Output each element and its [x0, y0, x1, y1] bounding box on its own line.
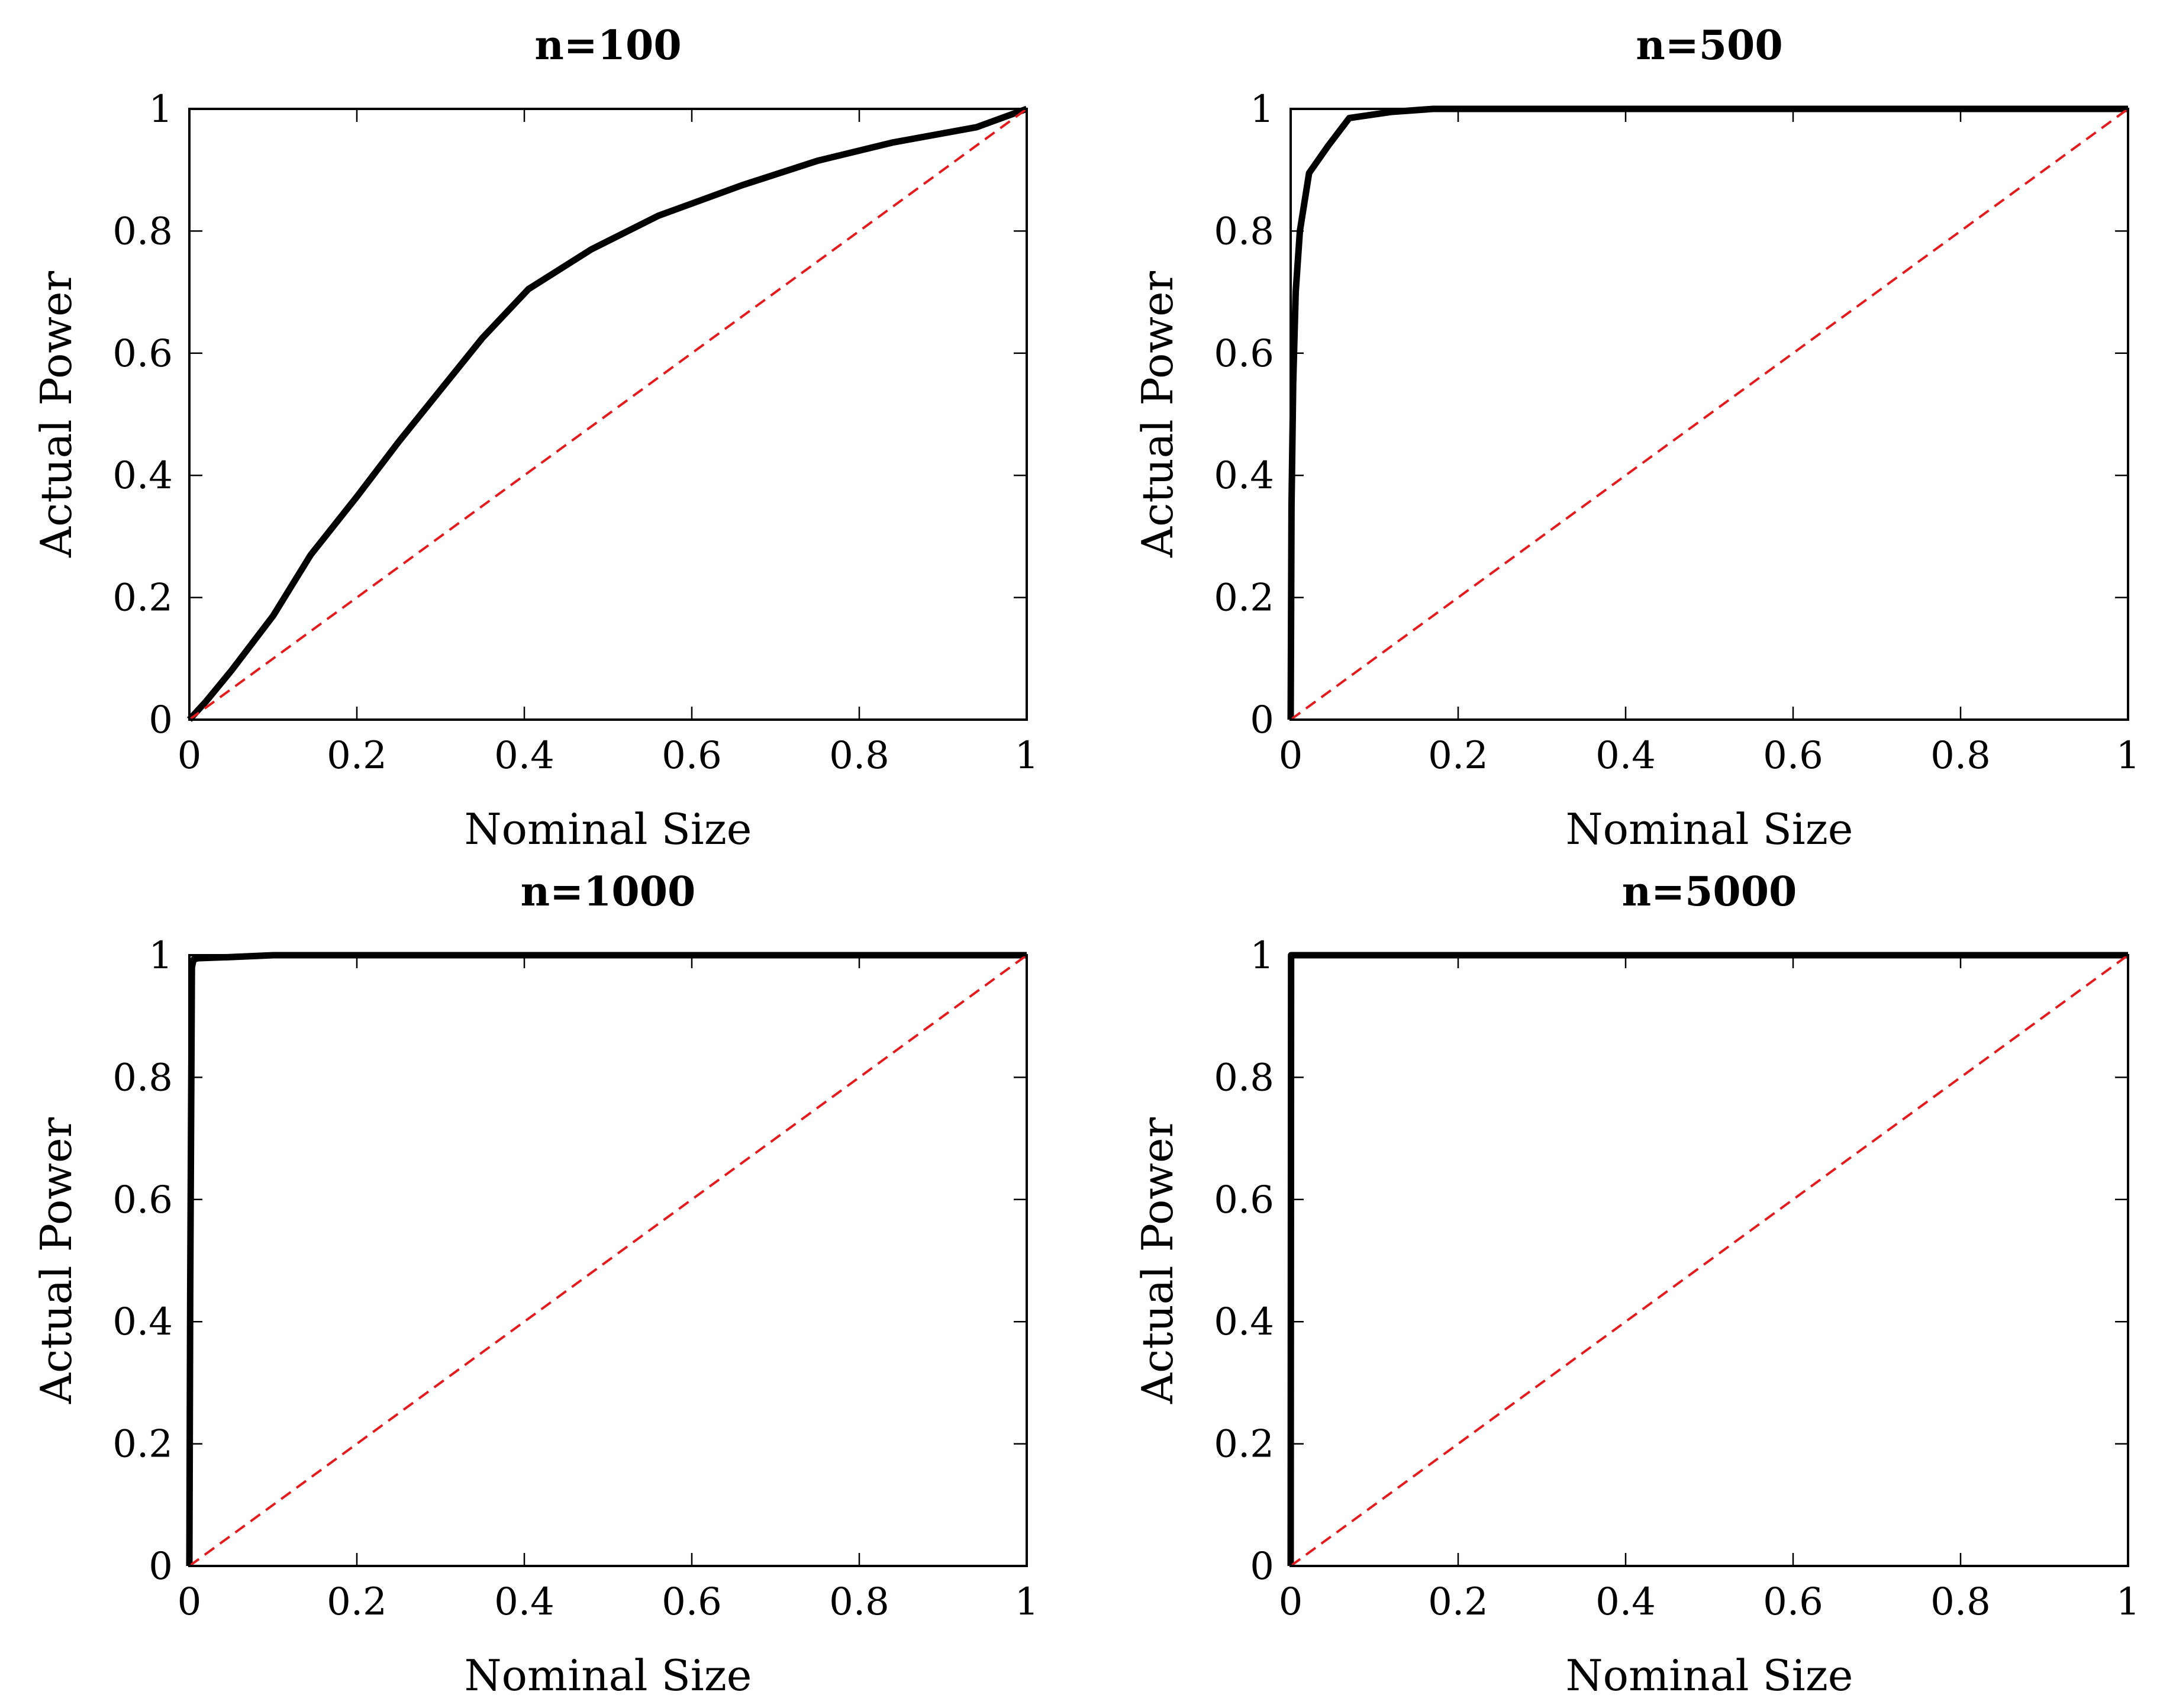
- x-tick-label: 0.8: [829, 734, 889, 778]
- x-tick-label: 0.6: [662, 1580, 722, 1624]
- x-tick-label: 0.6: [1763, 734, 1823, 778]
- y-axis-label: Actual Power: [31, 270, 81, 558]
- y-tick-label: 0: [1250, 1545, 1274, 1588]
- y-tick-label: 1: [1250, 934, 1274, 978]
- reference-line: [1291, 109, 2128, 720]
- chart-panel-1: n=100 0 0.2 0.4 0.6 0.8 1 0 0.2 0.4 0.6 0.8 1 Nominal…: [31, 22, 1039, 854]
- x-tick-label: 0.6: [662, 734, 722, 778]
- chart-title: n=500: [1636, 22, 1782, 69]
- x-tick-label: 0: [1279, 734, 1303, 778]
- chart-title: n=1000: [521, 868, 696, 916]
- chart-title: n=5000: [1622, 868, 1797, 916]
- x-axis-label: Nominal Size: [465, 804, 752, 854]
- x-tick-label: 0.6: [1763, 1580, 1823, 1624]
- x-tick-label: 0.8: [1930, 1580, 1991, 1624]
- y-tick-label: 0.2: [112, 1423, 173, 1467]
- y-tick-label: 1: [149, 88, 173, 131]
- x-tick-label: 0.2: [1428, 1580, 1488, 1624]
- x-tick-label: 1: [2116, 734, 2140, 778]
- y-tick-label: 1: [149, 934, 173, 978]
- y-tick-label: 0.2: [1214, 1423, 1274, 1467]
- plot-frame: [1289, 954, 2129, 1567]
- x-axis-label: Nominal Size: [465, 1651, 752, 1700]
- x-tick-label: 0: [178, 1580, 202, 1624]
- y-axis-label: Actual Power: [1133, 1117, 1182, 1404]
- y-tick-label: 0.8: [112, 1056, 173, 1100]
- y-tick-label: 0.4: [112, 454, 173, 498]
- y-tick-label: 0.2: [1214, 576, 1274, 620]
- x-tick-label: 0.2: [327, 1580, 387, 1624]
- chart-panel-3: n=1000 0 0.2 0.4 0.6 0.8 1 0 0.2 0.4 0.6 0.8 1 Nomina…: [31, 868, 1039, 1700]
- reference-line: [1291, 955, 2128, 1566]
- x-tick-label: 0.4: [1595, 734, 1656, 778]
- y-tick-label: 0: [149, 1545, 173, 1588]
- y-tick-label: 0.6: [112, 1178, 173, 1222]
- chart-title: n=100: [534, 22, 681, 69]
- y-tick-label: 0: [1250, 698, 1274, 742]
- plot-frame: [188, 954, 1028, 1567]
- x-tick-label: 0.2: [1428, 734, 1488, 778]
- y-tick-label: 0.8: [1214, 1056, 1274, 1100]
- x-tick-label: 0.4: [494, 734, 554, 778]
- chart-panel-4: n=5000 0 0.2 0.4 0.6 0.8 1 0 0.2 0.4 0.6 0.8 1 Nomina…: [1133, 868, 2140, 1700]
- y-tick-label: 0.6: [1214, 1178, 1274, 1222]
- x-tick-label: 0.8: [829, 1580, 889, 1624]
- reference-line: [189, 109, 1027, 720]
- x-tick-label: 0.4: [1595, 1580, 1656, 1624]
- y-tick-label: 0.6: [1214, 332, 1274, 376]
- y-tick-label: 0: [149, 698, 173, 742]
- y-tick-label: 0.8: [112, 210, 173, 253]
- chart-panel-2: n=500 0 0.2 0.4 0.6 0.8 1 0 0.2 0.4 0.6 0.8 1 Nominal…: [1133, 22, 2140, 854]
- y-tick-label: 0.6: [112, 332, 173, 376]
- x-tick-label: 0: [178, 734, 202, 778]
- x-tick-label: 0.8: [1930, 734, 1991, 778]
- x-tick-label: 0: [1279, 1580, 1303, 1624]
- reference-line: [189, 955, 1027, 1566]
- x-tick-label: 1: [2116, 1580, 2140, 1624]
- y-tick-label: 1: [1250, 88, 1274, 131]
- x-tick-label: 0.2: [327, 734, 387, 778]
- power-curve-line: [186, 105, 1028, 722]
- plot-frame: [1289, 108, 2129, 721]
- y-tick-label: 0.8: [1214, 210, 1274, 253]
- y-tick-label: 0.4: [1214, 454, 1274, 498]
- x-tick-label: 1: [1015, 734, 1039, 778]
- x-axis-label: Nominal Size: [1566, 804, 1853, 854]
- plot-frame: [188, 108, 1028, 721]
- y-tick-label: 0.2: [112, 576, 173, 620]
- y-tick-label: 0.4: [1214, 1300, 1274, 1344]
- y-tick-label: 0.4: [112, 1300, 173, 1344]
- x-tick-label: 1: [1015, 1580, 1039, 1624]
- y-axis-label: Actual Power: [1133, 270, 1182, 558]
- x-tick-label: 0.4: [494, 1580, 554, 1624]
- y-axis-label: Actual Power: [31, 1117, 81, 1404]
- x-axis-label: Nominal Size: [1566, 1651, 1853, 1700]
